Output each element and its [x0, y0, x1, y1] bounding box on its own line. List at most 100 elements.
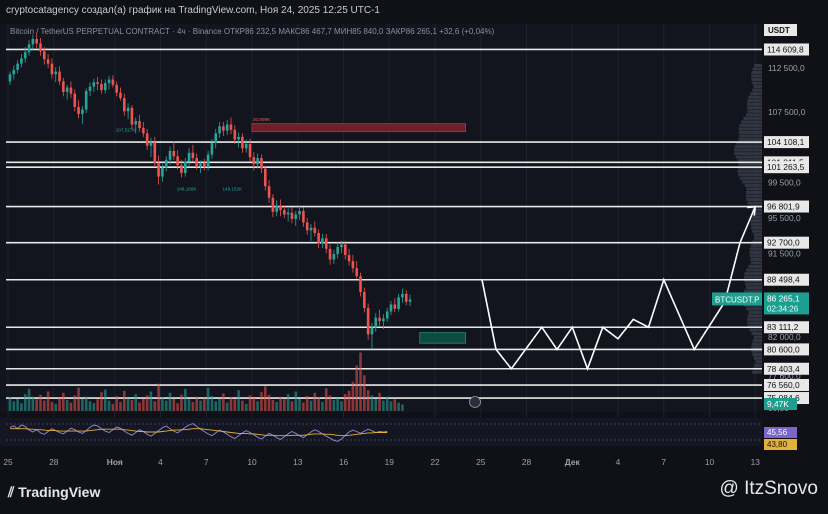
volume-profile-bar	[744, 289, 762, 293]
price-annotation: 148,166K	[177, 187, 198, 192]
volume-bar	[237, 390, 240, 411]
x-axis-tick-label: Ноя	[107, 457, 123, 467]
last-price-label: 86 265,1	[767, 293, 800, 303]
candle-body	[298, 210, 301, 215]
price-annotation: 20,899K	[253, 117, 271, 122]
volume-bar	[328, 395, 332, 411]
volume-bar	[389, 401, 393, 411]
level-price-label: 80 600,0	[767, 344, 800, 354]
volume-bar	[393, 399, 397, 411]
candle-body	[31, 38, 35, 45]
volume-profile-bar	[752, 240, 762, 244]
volume-bar	[58, 398, 61, 411]
volume-bar	[46, 391, 50, 411]
candle-body	[309, 227, 313, 231]
candle-body	[343, 244, 347, 256]
x-axis-tick-label: 22	[430, 457, 440, 467]
volume-bar	[31, 396, 35, 411]
candle-body	[302, 210, 305, 223]
x-axis-tick-label: 28	[522, 457, 532, 467]
volume-bar	[138, 402, 141, 411]
volume-profile-bar	[752, 81, 762, 85]
volume-profile-bar	[746, 197, 762, 201]
tradingview-logo[interactable]: ⫽ TradingView	[8, 484, 100, 501]
volume-profile-bar	[743, 116, 762, 120]
x-axis-tick-label: 25	[476, 457, 486, 467]
volume-bar	[130, 399, 134, 411]
volume-profile-bar	[751, 215, 762, 219]
candle-body	[286, 212, 290, 215]
price-annotation: 148,152K	[223, 187, 244, 192]
volume-bar	[145, 395, 149, 411]
rsi-line	[9, 423, 388, 442]
volume-profile-bar	[752, 88, 762, 92]
volume-bar	[267, 394, 271, 411]
candle-body	[172, 150, 176, 157]
candle-body	[142, 128, 145, 134]
volume-bar	[123, 390, 126, 411]
candle-body	[100, 83, 103, 91]
volume-bar	[126, 398, 130, 411]
last-price-badge	[764, 292, 809, 315]
volume-bar	[241, 400, 244, 411]
volume-profile-bar	[755, 360, 762, 364]
candle-body	[324, 238, 328, 249]
candle-body	[103, 83, 107, 91]
volume-profile-bar	[750, 261, 762, 265]
volume-bar	[248, 395, 252, 411]
volume-profile-bar	[747, 106, 762, 110]
volume-profile-bar	[749, 254, 762, 258]
level-price-label: 76 560,0	[767, 380, 800, 390]
volume-bar	[77, 387, 80, 411]
level-price-badge	[764, 273, 809, 286]
volume-bar	[206, 387, 210, 411]
volume-bar	[343, 394, 347, 411]
volume-bar	[366, 390, 370, 411]
volume-bar	[363, 375, 366, 411]
volume-bar	[161, 397, 164, 411]
volume-bar	[84, 396, 88, 411]
volume-bar	[309, 400, 313, 411]
volume-profile-bar	[748, 95, 762, 99]
volume-profile-bar	[748, 265, 762, 268]
candle-body	[347, 255, 351, 262]
volume-bar	[20, 403, 23, 411]
volume-profile-bar	[753, 356, 762, 360]
volume-profile-bar	[738, 127, 762, 131]
volume-profile-bar	[750, 257, 762, 261]
candle-body	[58, 71, 61, 82]
level-price-label: 92 700,0	[767, 238, 800, 248]
volume-bar	[340, 401, 343, 411]
level-price-badge	[764, 379, 809, 392]
volume-bar	[401, 404, 404, 411]
volume-bar	[195, 396, 198, 411]
candle-body	[359, 276, 362, 293]
axis-price-label: 82 000,0	[768, 332, 801, 342]
rsi-ma-line	[10, 428, 388, 437]
volume-bar	[8, 397, 12, 411]
volume-profile-bar	[745, 286, 762, 290]
volume-bar	[286, 394, 290, 411]
candle-body	[27, 44, 31, 53]
volume-bar	[187, 399, 191, 411]
volume-profile-bar	[738, 173, 762, 177]
volume-bar	[35, 399, 38, 411]
candle-body	[50, 63, 54, 75]
level-price-label: 88 498,4	[767, 275, 800, 285]
volume-profile-bar	[749, 328, 762, 332]
volume-bar	[382, 400, 385, 411]
candle-body	[355, 268, 359, 277]
volume-bar	[347, 390, 351, 411]
volume-profile-bar	[748, 310, 762, 314]
candle-body	[248, 143, 252, 158]
candle-body	[164, 159, 168, 168]
candle-body	[260, 158, 263, 169]
candle-body	[69, 87, 73, 94]
axis-price-label: 99 500,0	[768, 178, 801, 188]
candle-body	[378, 317, 381, 322]
volume-bar	[244, 403, 248, 411]
candle-body	[161, 167, 164, 177]
volume-bar	[164, 400, 168, 411]
candle-body	[119, 92, 122, 99]
